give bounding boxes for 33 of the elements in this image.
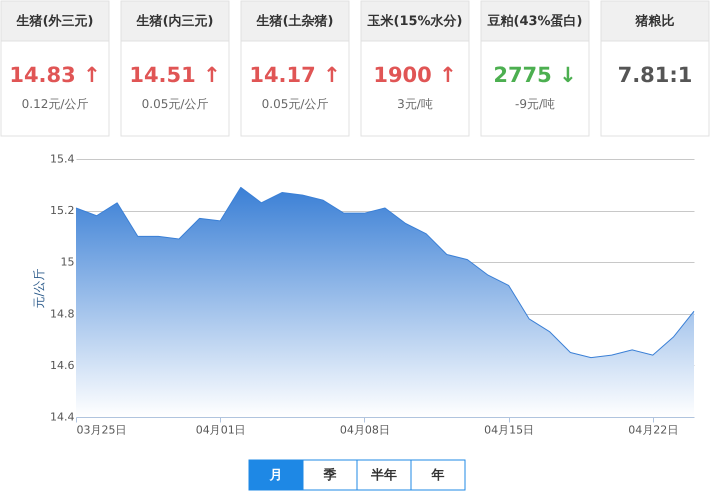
text: 0.05元/公斤 xyxy=(142,97,208,111)
text: -9元/吨 xyxy=(514,97,556,111)
text: 生猪(外三元) xyxy=(16,14,94,29)
y-axis-title: 元/公斤 xyxy=(32,268,46,309)
text: 生猪(内三元) xyxy=(136,14,214,29)
x-tick-label: 03月25日 xyxy=(76,424,126,436)
text: 猪粮比 xyxy=(634,13,674,29)
text: 年 xyxy=(430,468,444,483)
y-tick-label: 14.8 xyxy=(50,307,74,320)
text: 0.12元/公斤 xyxy=(22,97,88,111)
x-tick-label: 04月22日 xyxy=(628,424,678,436)
text: 月 xyxy=(268,468,282,483)
y-tick-label: 15.2 xyxy=(50,204,74,218)
y-tick-label: 15 xyxy=(60,256,74,269)
y-tick-label: 15.4 xyxy=(50,152,74,166)
text: 14.83 ↑ xyxy=(9,63,101,87)
x-tick-label: 04月01日 xyxy=(196,424,246,436)
text: 生猪(土杂猪) xyxy=(256,14,334,29)
text: 14.17 ↑ xyxy=(249,63,341,87)
x-tick-label: 04月15日 xyxy=(484,424,534,436)
y-tick-label: 14.6 xyxy=(50,358,74,372)
text: 季 xyxy=(322,467,336,483)
text: 3元/吨 xyxy=(397,97,433,111)
text: 14.51 ↑ xyxy=(129,63,221,87)
y-tick-label: 14.4 xyxy=(50,410,74,424)
text: 玉米(15%水分) xyxy=(366,14,462,29)
text: 0.05元/公斤 xyxy=(262,97,328,111)
text: 半年 xyxy=(370,468,397,483)
x-tick-label: 04月08日 xyxy=(340,424,390,436)
text: 2775 ↓ xyxy=(493,63,577,87)
text: 7.81:1 xyxy=(618,63,692,87)
text: 豆粕(43%蛋白) xyxy=(486,14,582,29)
text: 1900 ↑ xyxy=(373,63,457,87)
